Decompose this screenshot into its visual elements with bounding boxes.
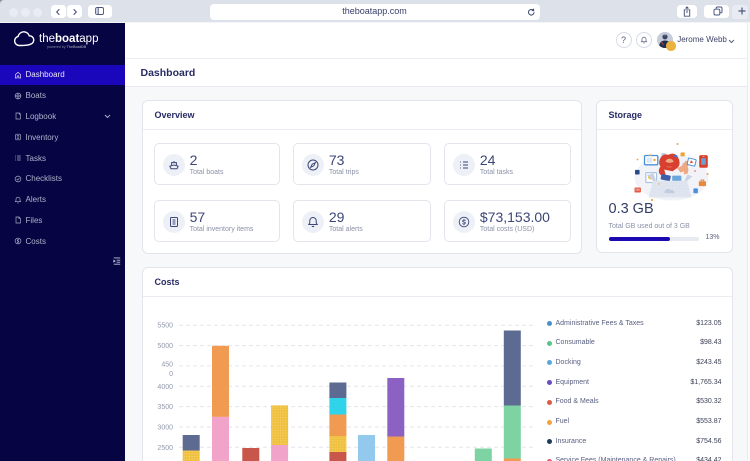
svg-text:3000: 3000 xyxy=(157,424,173,431)
svg-text:4000: 4000 xyxy=(157,383,173,390)
svg-text:5000: 5000 xyxy=(157,343,173,350)
svg-text:5500: 5500 xyxy=(157,322,173,329)
svg-text:450: 450 xyxy=(161,361,173,368)
svg-text:0: 0 xyxy=(169,371,173,378)
svg-text:3500: 3500 xyxy=(157,404,173,411)
svg-text:2500: 2500 xyxy=(157,444,173,451)
